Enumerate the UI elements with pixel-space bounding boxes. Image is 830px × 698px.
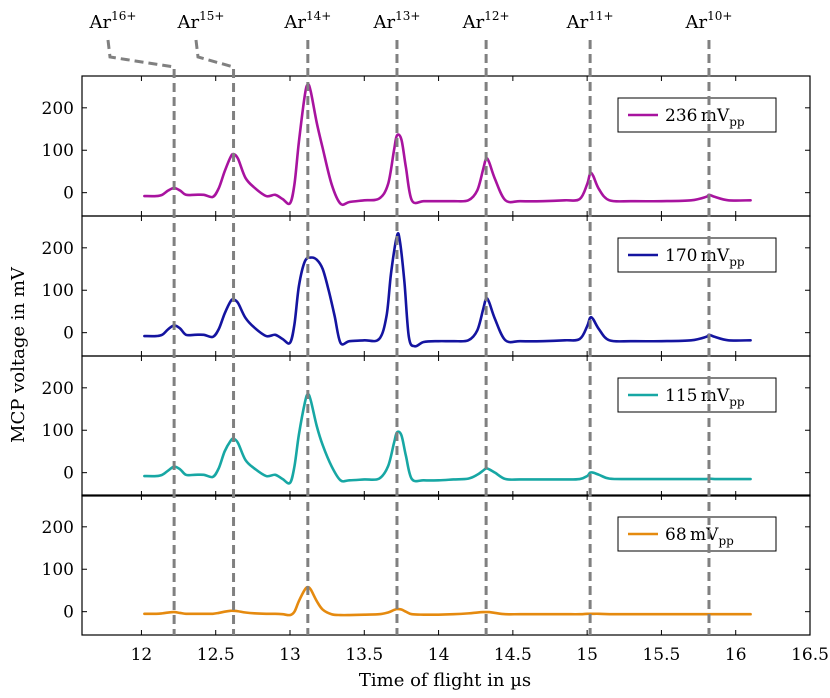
- panels-layer: 0 100 200 236 mVpp 0 100 200 170 mVpp 0 100 200 115…: [42, 75, 811, 636]
- ion-marker: Ar15+: [177, 9, 236, 635]
- ion-label: Ar16+: [89, 9, 137, 33]
- panel-frame: [81, 355, 811, 497]
- y-axis-label: MCP voltage in mV: [8, 266, 29, 443]
- panel-2: 0 100 200 170 mVpp: [42, 215, 811, 357]
- ion-marker: Ar10+: [685, 9, 733, 635]
- ion-marker: Ar13+: [373, 9, 421, 635]
- marker-line: [194, 39, 236, 635]
- y-tick-label: 200: [42, 518, 74, 538]
- y-tick-label: 100: [42, 281, 74, 301]
- y-tick-label: 200: [42, 239, 74, 259]
- x-tick-label: 12.5: [197, 645, 235, 665]
- ion-label: Ar11+: [566, 9, 614, 33]
- series-line: [143, 585, 752, 617]
- ion-label: Ar14+: [283, 9, 331, 33]
- legend: 115 mVpp: [617, 377, 777, 413]
- y-tick-label: 200: [42, 379, 74, 399]
- ion-label: Ar12+: [462, 9, 510, 33]
- marker-line: [106, 39, 176, 635]
- panel-3: 0 100 200 115 mVpp: [42, 355, 811, 497]
- x-tick-label: 16: [725, 645, 747, 665]
- y-tick-label: 200: [42, 99, 74, 119]
- series-line: [143, 232, 752, 348]
- x-tick-label: 13: [279, 645, 301, 665]
- ion-marker: Ar12+: [462, 9, 510, 635]
- ion-marker: Ar16+: [89, 9, 176, 635]
- y-tick-label: 0: [63, 324, 74, 344]
- x-tick-label: 15: [576, 645, 598, 665]
- legend: 68 mVpp: [617, 516, 777, 552]
- ion-label: Ar15+: [177, 9, 225, 33]
- legend: 236 mVpp: [617, 97, 777, 133]
- y-tick-label: 0: [63, 464, 74, 484]
- legend-box: [617, 237, 777, 273]
- ion-markers: Ar16+ Ar15+ Ar14+ Ar13+ Ar12+ Ar11+ Ar10+: [89, 9, 733, 635]
- panel-frame: [81, 494, 811, 636]
- x-tick-label: 16.5: [791, 645, 829, 665]
- y-tick-label: 100: [42, 141, 74, 161]
- series-line: [143, 392, 752, 485]
- ion-marker: Ar11+: [566, 9, 614, 635]
- x-tick-label: 14: [428, 645, 450, 665]
- ion-label: Ar10+: [685, 9, 733, 33]
- panel-4: 0 100 200 68 mVpp: [42, 494, 811, 636]
- x-tick-label: 12: [131, 645, 153, 665]
- y-tick-label: 0: [63, 603, 74, 623]
- x-tick-label: 15.5: [642, 645, 680, 665]
- y-tick-label: 100: [42, 421, 74, 441]
- legend-label: 236 mVpp: [665, 106, 745, 129]
- ion-label: Ar13+: [373, 9, 421, 33]
- ion-marker: Ar14+: [283, 9, 331, 635]
- x-tick-label: 14.5: [494, 645, 532, 665]
- panel-1: 0 100 200 236 mVpp: [42, 75, 811, 217]
- x-axis-label: Time of flight in µs: [359, 670, 531, 691]
- y-tick-label: 100: [42, 560, 74, 580]
- legend-label: 68 mVpp: [665, 525, 734, 548]
- legend: 170 mVpp: [617, 237, 777, 273]
- x-axis: 12 12.5 13 13.5 14 14.5 15 15.5 16 16.5: [131, 645, 829, 665]
- y-tick-label: 0: [63, 184, 74, 204]
- x-tick-label: 13.5: [345, 645, 383, 665]
